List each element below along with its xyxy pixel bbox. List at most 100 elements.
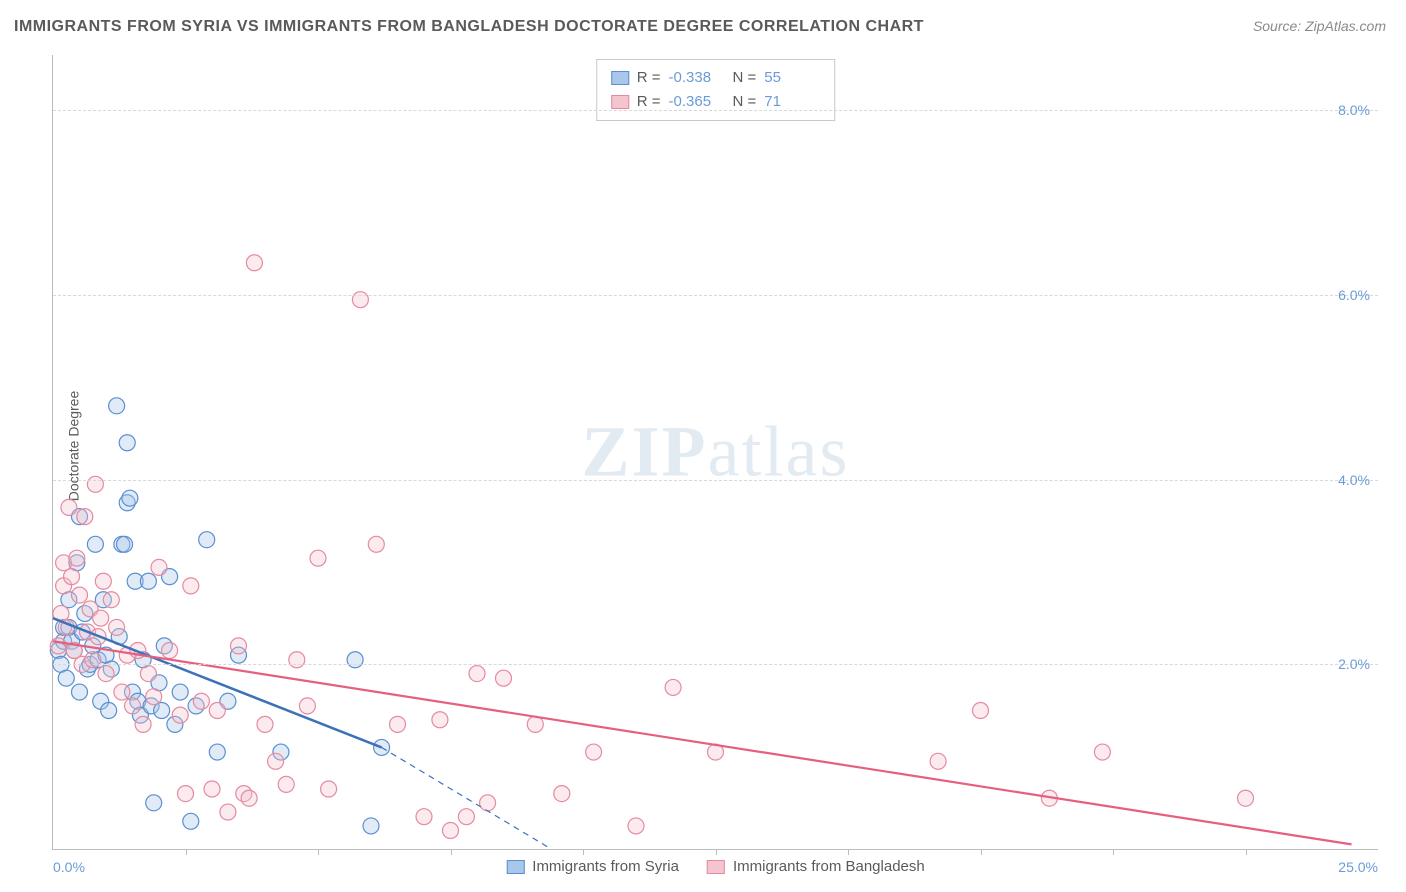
- gridline: [53, 664, 1378, 665]
- data-point: [69, 550, 85, 566]
- data-point: [310, 550, 326, 566]
- data-point: [209, 703, 225, 719]
- data-point: [199, 532, 215, 548]
- data-point: [103, 592, 119, 608]
- x-axis-max-label: 25.0%: [1338, 859, 1378, 875]
- data-point: [140, 573, 156, 589]
- legend-label-syria: Immigrants from Syria: [532, 858, 679, 875]
- data-point: [390, 716, 406, 732]
- x-tick: [981, 849, 982, 855]
- data-point: [458, 809, 474, 825]
- data-point: [162, 643, 178, 659]
- gridline: [53, 110, 1378, 111]
- plot-svg: [53, 55, 1378, 849]
- gridline: [53, 295, 1378, 296]
- y-tick-label: 6.0%: [1338, 287, 1370, 303]
- swatch-syria: [506, 860, 524, 874]
- data-point: [87, 536, 103, 552]
- data-point: [268, 753, 284, 769]
- data-point: [95, 573, 111, 589]
- x-tick: [186, 849, 187, 855]
- data-point: [72, 684, 88, 700]
- data-point: [496, 670, 512, 686]
- trend-line: [53, 618, 382, 747]
- data-point: [122, 490, 138, 506]
- x-axis-min-label: 0.0%: [53, 859, 85, 875]
- trend-line-ext: [382, 747, 552, 849]
- x-tick: [1246, 849, 1247, 855]
- y-tick-label: 8.0%: [1338, 102, 1370, 118]
- data-point: [973, 703, 989, 719]
- data-point: [443, 823, 459, 839]
- data-point: [209, 744, 225, 760]
- data-point: [554, 786, 570, 802]
- data-point: [321, 781, 337, 797]
- trend-line: [53, 641, 1352, 844]
- data-point: [146, 795, 162, 811]
- data-point: [480, 795, 496, 811]
- data-point: [109, 398, 125, 414]
- x-tick: [848, 849, 849, 855]
- data-point: [172, 707, 188, 723]
- data-point: [151, 559, 167, 575]
- data-point: [469, 666, 485, 682]
- x-tick: [1113, 849, 1114, 855]
- chart-container: IMMIGRANTS FROM SYRIA VS IMMIGRANTS FROM…: [0, 0, 1406, 892]
- data-point: [665, 679, 681, 695]
- data-point: [101, 703, 117, 719]
- x-tick: [451, 849, 452, 855]
- legend-item-bangladesh: Immigrants from Bangladesh: [707, 858, 925, 875]
- chart-title: IMMIGRANTS FROM SYRIA VS IMMIGRANTS FROM…: [14, 18, 924, 36]
- gridline: [53, 480, 1378, 481]
- x-tick: [318, 849, 319, 855]
- data-point: [930, 753, 946, 769]
- data-point: [125, 698, 141, 714]
- data-point: [204, 781, 220, 797]
- data-point: [257, 716, 273, 732]
- data-point: [172, 684, 188, 700]
- x-tick: [716, 849, 717, 855]
- data-point: [61, 499, 77, 515]
- data-point: [178, 786, 194, 802]
- data-point: [72, 587, 88, 603]
- x-tick: [583, 849, 584, 855]
- data-point: [146, 689, 162, 705]
- data-point: [628, 818, 644, 834]
- data-point: [64, 569, 80, 585]
- data-point: [109, 619, 125, 635]
- data-point: [1094, 744, 1110, 760]
- data-point: [58, 670, 74, 686]
- data-point: [93, 610, 109, 626]
- data-point: [278, 776, 294, 792]
- data-point: [77, 509, 93, 525]
- series-legend: Immigrants from Syria Immigrants from Ba…: [506, 858, 924, 875]
- legend-item-syria: Immigrants from Syria: [506, 858, 679, 875]
- data-point: [432, 712, 448, 728]
- data-point: [114, 684, 130, 700]
- data-point: [140, 666, 156, 682]
- data-point: [527, 716, 543, 732]
- y-tick-label: 2.0%: [1338, 656, 1370, 672]
- y-tick-label: 4.0%: [1338, 472, 1370, 488]
- data-point: [50, 638, 66, 654]
- data-point: [183, 813, 199, 829]
- data-point: [98, 666, 114, 682]
- data-point: [363, 818, 379, 834]
- data-point: [241, 790, 257, 806]
- swatch-bangladesh: [707, 860, 725, 874]
- data-point: [416, 809, 432, 825]
- data-point: [231, 638, 247, 654]
- legend-label-bangladesh: Immigrants from Bangladesh: [733, 858, 925, 875]
- data-point: [119, 435, 135, 451]
- data-point: [586, 744, 602, 760]
- data-point: [135, 716, 151, 732]
- data-point: [246, 255, 262, 271]
- data-point: [368, 536, 384, 552]
- data-point: [1238, 790, 1254, 806]
- data-point: [220, 804, 236, 820]
- data-point: [193, 693, 209, 709]
- data-point: [117, 536, 133, 552]
- data-point: [299, 698, 315, 714]
- source-label: Source: ZipAtlas.com: [1253, 18, 1386, 34]
- data-point: [183, 578, 199, 594]
